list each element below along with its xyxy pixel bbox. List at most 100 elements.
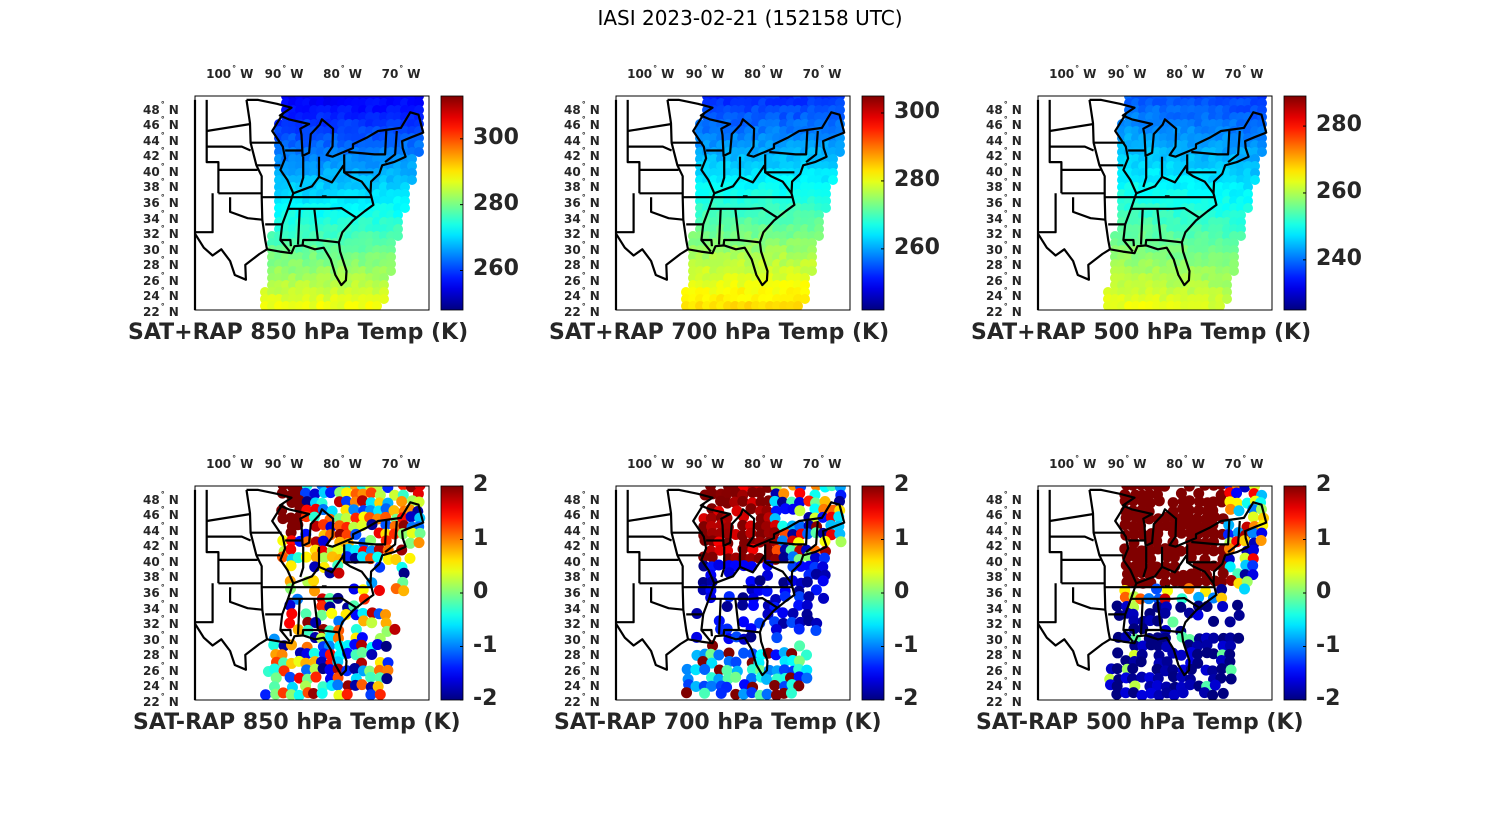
data-point xyxy=(1111,600,1123,612)
boundary-line xyxy=(1037,233,1111,281)
data-point xyxy=(1145,273,1155,283)
boundary-line xyxy=(1160,628,1182,634)
data-point xyxy=(807,217,817,227)
data-point xyxy=(351,154,361,164)
data-point xyxy=(1222,224,1232,234)
data-point xyxy=(295,280,305,290)
lon-tick-label: 100° W xyxy=(1049,64,1096,81)
data-point xyxy=(737,599,749,611)
data-point xyxy=(1250,119,1260,129)
data-point xyxy=(744,273,754,283)
data-point xyxy=(1243,154,1253,164)
data-point xyxy=(400,189,410,199)
data-point xyxy=(386,133,396,143)
data-point xyxy=(814,203,824,213)
data-point xyxy=(1117,259,1127,269)
data-point xyxy=(1117,147,1127,157)
degree-symbol: ° xyxy=(160,302,165,311)
data-point xyxy=(300,487,312,499)
data-point xyxy=(400,175,410,185)
data-point xyxy=(386,119,396,129)
data-point xyxy=(795,560,807,572)
data-point xyxy=(1187,98,1197,108)
lat-hemisphere: N xyxy=(168,508,179,523)
degree-symbol: ° xyxy=(581,536,586,546)
colorbar xyxy=(440,95,464,311)
data-point xyxy=(372,112,382,122)
data-point xyxy=(737,140,747,150)
lon-tick-label: 100° W xyxy=(627,64,674,81)
data-point xyxy=(758,98,768,108)
data-point xyxy=(786,273,796,283)
data-point xyxy=(1145,161,1155,171)
data-point xyxy=(351,161,361,171)
data-point xyxy=(281,280,291,290)
lat-value: 40 xyxy=(564,164,581,179)
data-point xyxy=(1215,196,1225,206)
boundary-line xyxy=(342,165,372,194)
data-point xyxy=(745,631,757,643)
lat-hemisphere: N xyxy=(1011,663,1022,678)
boundary-line xyxy=(299,546,305,578)
data-point xyxy=(695,154,705,164)
degree-symbol: ° xyxy=(581,115,586,125)
data-point xyxy=(1216,576,1228,588)
data-point xyxy=(1236,105,1246,115)
data-point xyxy=(316,600,328,612)
lat-hemisphere: N xyxy=(589,164,600,179)
data-point xyxy=(779,231,789,241)
boundary-line xyxy=(667,488,846,677)
lon-value: 80 xyxy=(1166,457,1183,471)
data-point xyxy=(407,168,417,178)
lat-hemisphere: N xyxy=(168,242,179,257)
data-point xyxy=(751,252,761,262)
data-point xyxy=(709,224,719,234)
data-point xyxy=(379,217,389,227)
colorbar-tick-label: -2 xyxy=(473,686,498,711)
data-point xyxy=(1117,266,1127,276)
data-point xyxy=(807,231,817,241)
degree-symbol: ° xyxy=(1003,208,1008,218)
map-svg xyxy=(1036,485,1307,701)
boundary-line xyxy=(299,156,305,188)
lat-tick-label: 48° N xyxy=(143,490,179,507)
degree-symbol: ° xyxy=(1003,536,1008,546)
data-point xyxy=(358,280,368,290)
boundary-line xyxy=(1089,98,1268,287)
data-point xyxy=(1152,196,1162,206)
data-point xyxy=(1243,112,1253,122)
lat-tick-label: 38° N xyxy=(986,177,1022,194)
boundary-line xyxy=(1131,597,1200,609)
boundary-line xyxy=(1114,503,1138,643)
data-point xyxy=(288,287,298,297)
data-point xyxy=(1166,126,1176,136)
data-point xyxy=(379,175,389,185)
data-point xyxy=(744,287,754,297)
data-point xyxy=(302,273,312,283)
data-point xyxy=(1166,231,1176,241)
data-point xyxy=(1215,203,1225,213)
data-point xyxy=(737,287,747,297)
data-point xyxy=(386,203,396,213)
degree-symbol: ° xyxy=(581,130,586,140)
data-point xyxy=(690,664,702,676)
lat-hemisphere: N xyxy=(168,149,179,164)
degree-symbol: ° xyxy=(820,64,825,73)
degree-symbol: ° xyxy=(160,645,165,655)
data-point xyxy=(1222,210,1232,220)
data-point xyxy=(1152,615,1164,627)
boundary-line xyxy=(805,130,819,163)
data-point xyxy=(793,231,803,241)
data-point xyxy=(744,168,754,178)
boundary-line xyxy=(720,156,726,188)
data-point xyxy=(1187,161,1197,171)
data-point xyxy=(358,266,368,276)
data-point xyxy=(330,252,340,262)
data-point xyxy=(1159,252,1169,262)
data-point xyxy=(772,161,782,171)
data-point xyxy=(405,511,417,523)
data-point xyxy=(1166,294,1176,304)
data-point xyxy=(723,280,733,290)
data-point xyxy=(821,105,831,115)
data-point xyxy=(1138,280,1148,290)
